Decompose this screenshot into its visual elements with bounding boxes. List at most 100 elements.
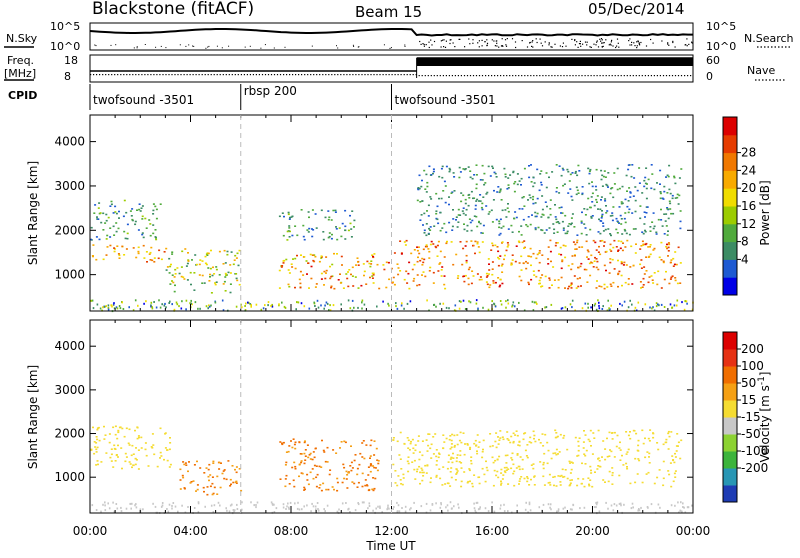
n-search-point <box>431 44 433 46</box>
scatter-point <box>130 215 133 217</box>
scatter-point <box>426 464 429 467</box>
scatter-point <box>469 301 472 304</box>
scatter-point <box>288 225 291 227</box>
scatter-point <box>570 461 573 463</box>
scatter-point <box>328 309 330 312</box>
scatter-point <box>153 257 156 259</box>
scatter-point <box>333 287 336 290</box>
scatter-point <box>588 440 591 443</box>
scatter-point <box>452 263 455 266</box>
scatter-point <box>527 255 530 257</box>
scatter-point <box>245 302 247 305</box>
nave-point <box>370 74 372 76</box>
nave-point <box>563 75 565 77</box>
scatter-point <box>209 273 211 276</box>
scatter-point <box>605 269 607 272</box>
scatter-point <box>593 260 596 262</box>
scatter-point <box>320 466 323 468</box>
nave-point <box>129 74 131 76</box>
scatter-point <box>373 487 376 490</box>
scatter-point <box>470 282 473 285</box>
scatter-point <box>679 227 682 230</box>
scatter-point <box>356 467 359 470</box>
scatter-point <box>113 447 116 450</box>
scatter-point <box>620 218 623 220</box>
scatter-point <box>506 454 509 457</box>
nave-point <box>261 74 264 76</box>
scatter-point <box>632 195 635 197</box>
scatter-point <box>208 304 210 307</box>
scatter-point <box>650 164 653 166</box>
scatter-point <box>403 443 406 445</box>
scatter-point <box>291 234 294 237</box>
nave-point <box>93 74 95 76</box>
scatter-point <box>363 501 365 504</box>
scatter-point <box>605 205 607 207</box>
scatter-point <box>678 177 681 179</box>
scatter-point <box>624 198 627 201</box>
n-search-point <box>691 42 693 44</box>
scatter-point <box>518 275 521 278</box>
scatter-point <box>523 247 525 249</box>
scatter-point <box>93 212 96 214</box>
nave-point <box>647 75 649 77</box>
scatter-point <box>344 441 347 444</box>
scatter-point <box>428 257 431 259</box>
beam-title: Beam 15 <box>355 3 422 21</box>
scatter-point <box>606 455 609 458</box>
scatter-point <box>351 275 354 277</box>
scatter-point <box>552 476 555 478</box>
scatter-point <box>303 462 306 465</box>
scatter-point <box>100 461 103 463</box>
scatter-point <box>311 502 313 505</box>
n-search-point <box>133 47 135 49</box>
scatter-point <box>493 302 495 305</box>
scatter-point <box>667 430 670 433</box>
scatter-point <box>164 447 167 449</box>
scatter-point <box>507 439 510 441</box>
scatter-point <box>306 444 309 446</box>
colorbar-swatch <box>723 332 737 350</box>
scatter-point <box>634 199 637 202</box>
scatter-point <box>169 442 172 444</box>
scatter-point <box>426 185 429 188</box>
scatter-point <box>669 202 672 205</box>
scatter-point <box>682 502 684 505</box>
scatter-point <box>153 261 156 263</box>
scatter-point <box>464 443 466 445</box>
scatter-point <box>154 236 157 238</box>
scatter-point <box>601 215 603 217</box>
scatter-point <box>315 227 318 229</box>
n-search-point <box>284 46 286 48</box>
scatter-point <box>669 303 672 306</box>
scatter-point <box>561 259 564 261</box>
scatter-point <box>530 181 533 183</box>
scatter-point <box>392 439 395 441</box>
scatter-point <box>134 223 137 226</box>
scatter-point <box>201 282 204 284</box>
scatter-point <box>150 305 152 308</box>
scatter-point <box>132 309 135 312</box>
scatter-point <box>581 186 584 188</box>
scatter-point <box>370 263 373 265</box>
scatter-point <box>424 464 427 467</box>
scatter-point <box>544 201 547 203</box>
scatter-point <box>479 276 482 278</box>
colorbar-tick-label: 100 <box>741 359 764 373</box>
scatter-point <box>601 456 603 458</box>
n-search-point <box>493 40 495 42</box>
scatter-point <box>594 471 596 473</box>
scatter-point <box>324 216 327 219</box>
scatter-point <box>205 253 208 255</box>
scatter-point <box>680 439 683 442</box>
scatter-point <box>255 506 257 509</box>
scatter-point <box>521 196 524 199</box>
scatter-point <box>643 179 646 182</box>
scatter-point <box>591 453 594 455</box>
scatter-point <box>485 281 488 283</box>
scatter-point <box>562 229 565 231</box>
scatter-point <box>495 446 498 449</box>
scatter-point <box>141 205 144 207</box>
scatter-point <box>549 208 552 210</box>
scatter-point <box>518 465 521 468</box>
